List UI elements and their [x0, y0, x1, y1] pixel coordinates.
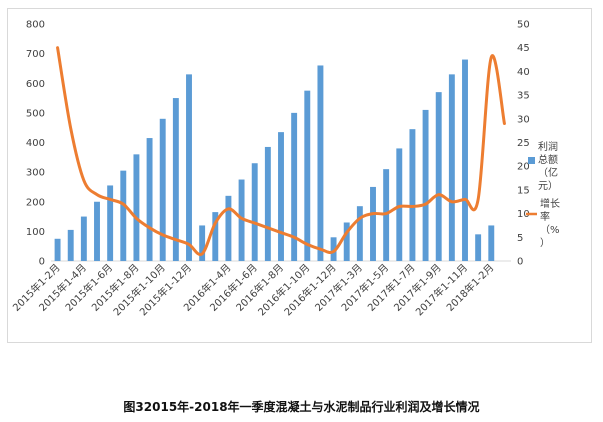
y-right-tick-label: 15: [517, 185, 530, 196]
bar: [462, 59, 468, 261]
bar: [107, 185, 114, 261]
y-right-tick-label: 45: [517, 43, 530, 54]
y-left-tick-label: 300: [26, 168, 45, 179]
bar: [448, 74, 455, 261]
y-left-tick-label: 700: [26, 49, 45, 60]
legend-line-label: ）: [540, 237, 550, 249]
figure-caption: 图32015年-2018年一季度混凝土与水泥制品行业利润及增长情况: [123, 400, 480, 414]
chart-frame: 0 100 200 300 400 500 600 700 800 0 5 10 15 20 25 30 35 4…: [7, 8, 592, 343]
bar: [186, 74, 192, 261]
legend-bar-label: 元）: [538, 180, 558, 192]
legend-line-label: 增长: [540, 197, 560, 210]
bar: [317, 65, 324, 261]
bar: [120, 170, 127, 261]
growth-line: [56, 46, 506, 257]
bar: [80, 216, 87, 261]
bar: [343, 222, 350, 261]
bar: [278, 132, 284, 261]
legend-bar-label: 总额: [538, 153, 558, 166]
bar: [422, 109, 429, 261]
y-left-tick-label: 100: [26, 227, 45, 238]
bar: [304, 90, 311, 261]
bar: [396, 148, 403, 261]
y-left-tick-label: 0: [39, 257, 45, 268]
y-right-tick-label: 35: [517, 91, 530, 102]
bar: [435, 92, 442, 261]
bar: [225, 195, 232, 261]
y-right-tick-label: 25: [517, 138, 530, 149]
bar: [199, 225, 206, 261]
x-tick-label: 2015年1-2月: [10, 261, 63, 314]
chart-svg: 0 100 200 300 400 500 600 700 800 0 5 10 15 20 25 30 35 4…: [10, 20, 560, 319]
y-left-tick-label: 800: [26, 20, 45, 31]
y-left-tick-label: 200: [26, 197, 45, 208]
bar: [146, 138, 153, 261]
bar: [370, 186, 376, 261]
legend-bar-label: 利润: [538, 140, 558, 153]
y-right-tick-label: 40: [517, 67, 530, 78]
bar: [212, 212, 219, 261]
y-right-tick-label: 30: [517, 114, 530, 125]
y-left-tick-label: 400: [26, 138, 45, 149]
y-right-tick-label: 0: [517, 257, 523, 268]
bar: [133, 154, 140, 261]
y-left-tick-label: 500: [26, 108, 45, 119]
bar: [330, 237, 337, 261]
y-right-tick-label: 10: [517, 209, 530, 220]
bar: [251, 163, 258, 261]
bar: [238, 179, 245, 261]
bar: [94, 201, 100, 261]
bar: [67, 229, 74, 261]
legend-bar-label: （亿: [538, 166, 558, 179]
legend-line-label: （%: [540, 224, 560, 236]
legend-bar-swatch: [528, 157, 535, 164]
bar: [475, 234, 482, 261]
bar: [264, 146, 271, 261]
y-right-tick-label: 20: [517, 162, 530, 173]
y-right-tick-label: 50: [517, 20, 530, 31]
bar: [488, 225, 495, 261]
bar: [291, 112, 298, 261]
bar: [172, 98, 179, 261]
y-left-tick-label: 600: [26, 79, 45, 90]
bar: [54, 238, 61, 261]
y-right-tick-label: 5: [517, 233, 523, 244]
bar: [356, 206, 363, 261]
bar: [159, 118, 166, 261]
bar: [409, 129, 416, 261]
legend-line-label: 率: [540, 210, 550, 223]
